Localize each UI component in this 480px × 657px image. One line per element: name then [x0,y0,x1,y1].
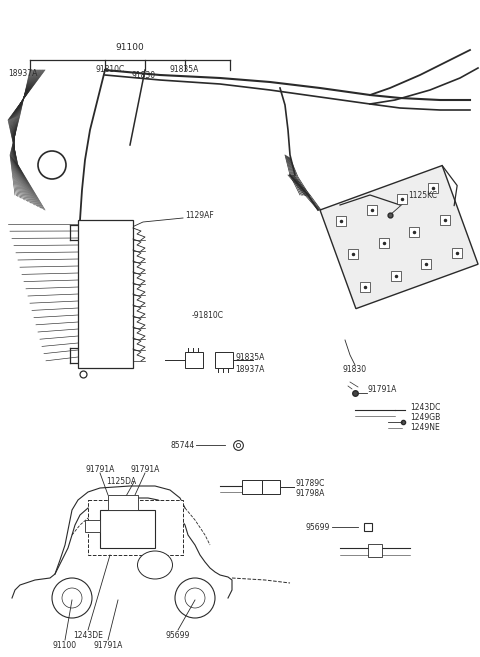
Bar [452,248,462,258]
Bar [348,249,358,259]
Ellipse shape [137,551,172,579]
Text: 1243DE: 1243DE [73,631,103,639]
Bar [108,495,138,510]
Text: 91791A: 91791A [368,386,397,394]
Text: 91100: 91100 [53,641,77,650]
Bar [242,480,262,494]
Bar [100,510,155,548]
Text: 95699: 95699 [306,522,330,532]
Bar [428,183,438,193]
Text: 91835A: 91835A [235,353,264,361]
Bar [360,282,370,292]
Text: 1129AF: 1129AF [185,210,214,219]
Text: 1125KC: 1125KC [408,191,437,200]
Text: 91835A: 91835A [170,64,199,74]
Text: -91810C: -91810C [192,311,224,319]
Text: 85744: 85744 [171,440,195,449]
Text: 1243DC: 1243DC [410,403,440,413]
Text: 1249GB: 1249GB [410,413,440,422]
Bar [440,215,450,225]
Bar [397,194,408,204]
Text: 91798A: 91798A [295,489,324,497]
Text: 18937A: 18937A [235,365,264,374]
Bar [88,500,183,555]
Bar [421,260,431,269]
Text: 18937A: 18937A [8,68,37,78]
Polygon shape [320,166,478,309]
Bar [379,238,389,248]
Circle shape [42,155,62,175]
Text: 91791A: 91791A [130,466,160,474]
Bar [368,544,382,557]
Text: 91791A: 91791A [85,466,115,474]
Bar [262,480,280,494]
Text: 1125DA: 1125DA [106,478,136,486]
Bar [391,271,401,281]
Text: 91789C: 91789C [295,478,324,487]
Text: 91791A: 91791A [93,641,123,650]
Bar [215,352,233,368]
Bar [336,216,346,226]
Text: 1249NE: 1249NE [410,424,440,432]
Bar [367,205,377,215]
Text: 95699: 95699 [166,631,190,639]
Text: 91100: 91100 [116,43,144,53]
Bar [185,352,203,368]
Text: 91830: 91830 [343,365,367,374]
Bar [78,220,133,368]
Bar [409,227,420,237]
Text: 91830: 91830 [131,72,155,81]
Text: 91810C: 91810C [96,64,125,74]
Bar [85,520,100,532]
